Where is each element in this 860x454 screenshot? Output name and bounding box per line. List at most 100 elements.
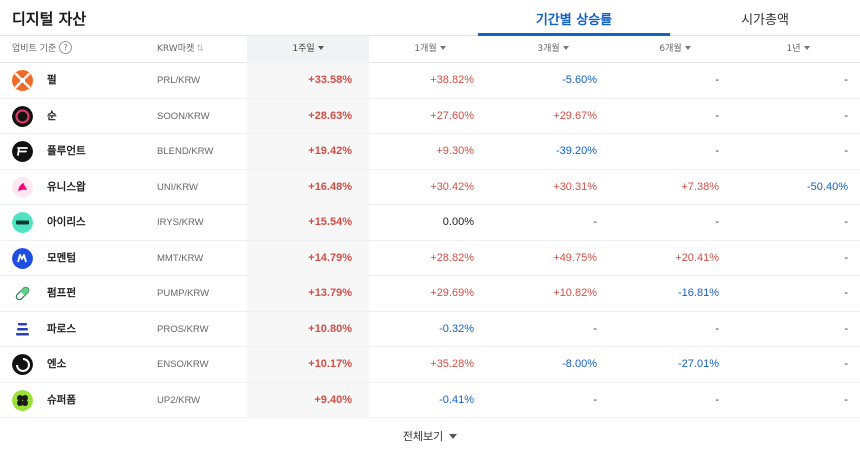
change-m6: -: [715, 216, 719, 228]
change-m1: -0.32%: [439, 322, 474, 335]
view-all-label: 전체보기: [402, 430, 444, 443]
change-m1: +28.82%: [430, 251, 474, 264]
change-m6: -: [715, 322, 719, 335]
asset-market: BLEND/KRW: [157, 146, 214, 157]
period-header-label: 1주일: [292, 44, 315, 54]
tab-market-cap[interactable]: 시가총액: [741, 13, 789, 28]
asset-name: 플루언트: [47, 145, 86, 157]
section-header: 디지털 자산 기간별 상승률 시가총액: [0, 0, 860, 36]
mmt-logo-icon: [12, 247, 33, 269]
table-row[interactable]: 펌프펀 PUMP/KRW +13.79% +29.69% +10.82% -16.81% -: [0, 276, 860, 312]
help-icon[interactable]: ?: [59, 41, 73, 54]
asset-market: PROS/KRW: [157, 323, 209, 335]
change-m6: -: [715, 109, 719, 122]
period-header-label: 3개월: [537, 44, 560, 54]
period-header-1w[interactable]: 1주일: [247, 36, 369, 63]
asset-name: 슈퍼폼: [47, 393, 76, 406]
sort-down-icon: [562, 45, 569, 50]
soon-logo-icon: [12, 105, 33, 127]
change-w1: +28.63%: [308, 109, 352, 122]
prl-logo-icon: [12, 70, 33, 91]
view-all-button[interactable]: 전체보기: [0, 419, 860, 454]
change-m1: +27.60%: [430, 109, 474, 122]
period-header-label: 6개월: [659, 44, 682, 54]
selected-column-highlight: [247, 36, 369, 63]
uni-logo-icon: [12, 176, 33, 198]
change-y1: -: [844, 322, 848, 335]
table-row[interactable]: 아이리스 IRYS/KRW +15.54% 0.00% - - -: [0, 205, 860, 241]
change-w1: +16.48%: [308, 180, 352, 193]
change-m3: -: [593, 322, 597, 335]
asset-market: UNI/KRW: [157, 181, 198, 193]
table-row[interactable]: 플루언트 BLEND/KRW +19.42% +9.30% -39.20% - -: [0, 134, 860, 170]
sort-toggle-icon: ⇅: [196, 44, 204, 54]
table-row[interactable]: 펄 PRL/KRW +33.58% +38.82% -5.60% - -: [0, 63, 860, 99]
pump-logo-icon: [12, 283, 33, 304]
asset-market: IRYS/KRW: [157, 217, 204, 228]
change-w1: +15.54%: [308, 216, 352, 228]
table-row[interactable]: 슈퍼폼 UP2/KRW +9.40% -0.41% - - -: [0, 383, 860, 418]
period-header-3m[interactable]: 3개월: [492, 36, 614, 63]
change-m1: +9.30%: [436, 145, 474, 157]
change-w1: +14.79%: [308, 251, 352, 264]
change-w1: +33.58%: [308, 74, 352, 86]
irys-logo-icon: [12, 212, 33, 233]
change-m3: -: [593, 216, 597, 228]
market-header[interactable]: KRW마켓 ⇅: [157, 36, 204, 63]
table-row[interactable]: 파로스 PROS/KRW +10.80% -0.32% - - -: [0, 312, 860, 347]
change-m1: +38.82%: [430, 74, 474, 86]
change-y1: -: [844, 251, 848, 264]
selected-column-background: [247, 63, 369, 418]
period-header-6m[interactable]: 6개월: [614, 36, 736, 63]
change-y1: -: [844, 216, 848, 228]
change-m6: -16.81%: [678, 287, 719, 299]
asset-name: 모멘텀: [47, 251, 76, 264]
asset-market: SOON/KRW: [157, 110, 210, 122]
change-y1: -: [844, 358, 848, 370]
change-y1: -: [844, 145, 848, 157]
market-header-label: KRW마켓: [157, 44, 195, 54]
change-y1: -50.40%: [807, 180, 848, 193]
period-header-1y[interactable]: 1년: [736, 36, 860, 63]
asset-table-body: 펄 PRL/KRW +33.58% +38.82% -5.60% - - 순 SOON/KRW +…: [0, 63, 860, 418]
change-w1: +13.79%: [308, 287, 352, 299]
blend-logo-icon: [12, 141, 33, 162]
change-m3: +10.82%: [553, 287, 597, 299]
change-m3: -39.20%: [556, 145, 597, 157]
table-header: 업비트 기준? KRW마켓 ⇅ 1주일 1개월 3개월 6개월 1년: [0, 36, 860, 63]
change-m1: +35.28%: [430, 358, 474, 370]
table-row[interactable]: 모멘텀 MMT/KRW +14.79% +28.82% +49.75% +20.41% -: [0, 241, 860, 276]
table-row[interactable]: 유니스왑 UNI/KRW +16.48% +30.42% +30.31% +7.38% -5…: [0, 170, 860, 205]
period-header-1m[interactable]: 1개월: [369, 36, 491, 63]
asset-market: MMT/KRW: [157, 252, 204, 264]
enso-logo-icon: [12, 354, 33, 375]
asset-market: ENSO/KRW: [157, 359, 209, 370]
asset-name: 아이리스: [47, 216, 86, 228]
change-m1: 0.00%: [442, 216, 474, 228]
tab-period-gain[interactable]: 기간별 상승률: [535, 13, 613, 28]
asset-market: PRL/KRW: [157, 75, 201, 86]
sort-down-icon: [439, 45, 446, 50]
asset-name: 펌프펀: [47, 287, 76, 299]
table-row[interactable]: 엔소 ENSO/KRW +10.17% +35.28% -8.00% -27.01% -: [0, 347, 860, 383]
asset-name: 엔소: [47, 358, 67, 370]
asset-market: PUMP/KRW: [157, 288, 210, 299]
asset-market: UP2/KRW: [157, 394, 201, 406]
change-w1: +10.17%: [308, 358, 352, 370]
pros-logo-icon: [12, 319, 33, 340]
change-m1: +30.42%: [430, 180, 474, 193]
sort-down-icon: [803, 45, 810, 50]
asset-name: 유니스왑: [47, 180, 86, 193]
change-m1: +29.69%: [430, 287, 474, 299]
period-header-label: 1년: [786, 44, 801, 54]
change-m6: +20.41%: [675, 251, 719, 264]
table-row[interactable]: 순 SOON/KRW +28.63% +27.60% +29.67% - -: [0, 99, 860, 134]
asset-name: 순: [47, 109, 57, 122]
change-m3: +49.75%: [553, 251, 597, 264]
change-y1: -: [844, 287, 848, 299]
change-y1: -: [844, 74, 848, 86]
chevron-down-icon: [449, 433, 458, 439]
change-m6: -: [715, 393, 719, 406]
sort-down-icon: [317, 45, 324, 50]
change-w1: +10.80%: [308, 322, 352, 335]
